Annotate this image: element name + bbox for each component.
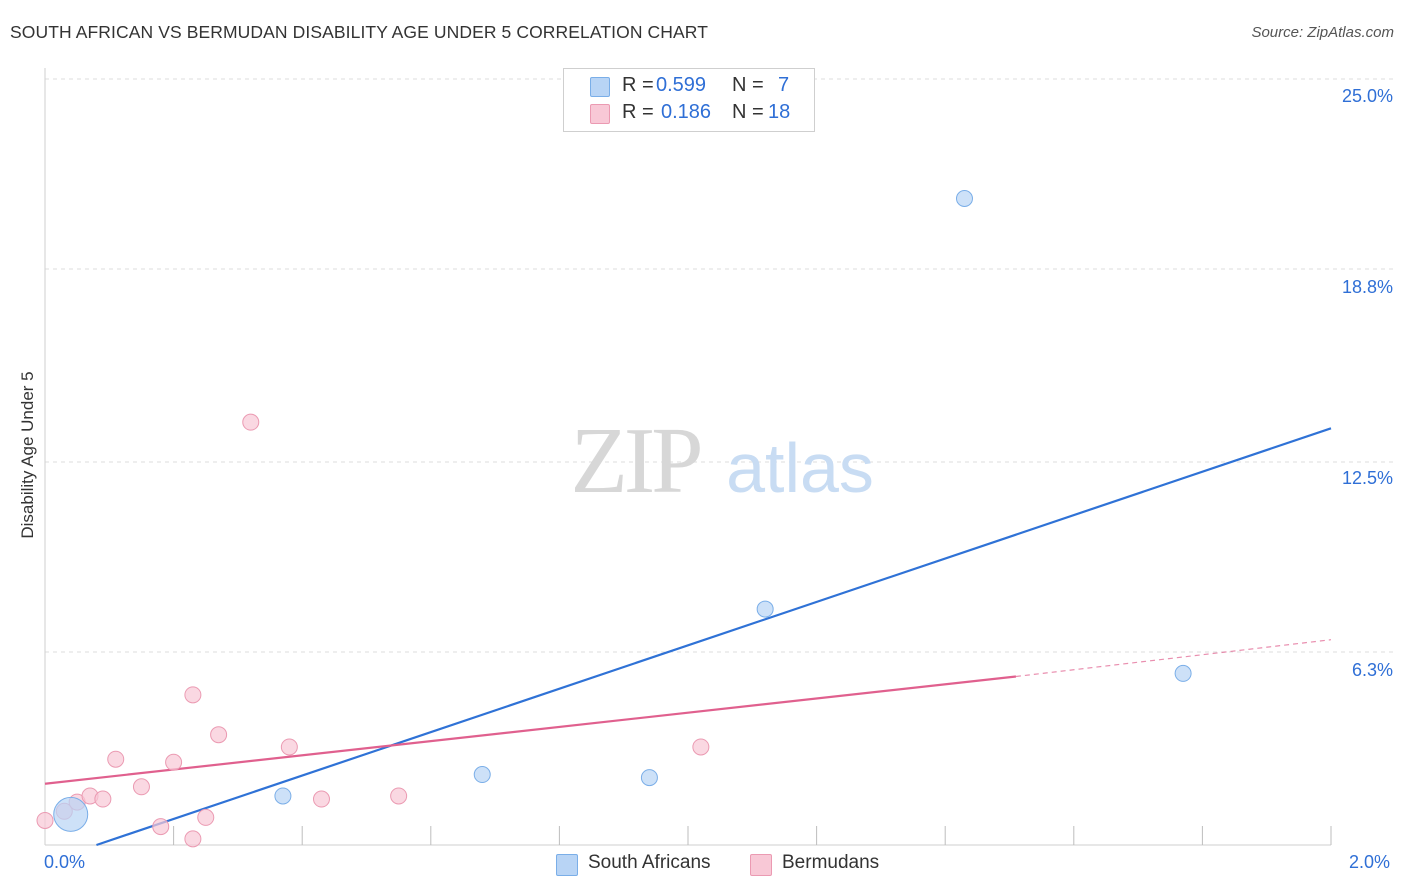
- south-africans-point: [53, 796, 89, 832]
- watermark: ZIP atlas: [571, 409, 874, 513]
- grid: [45, 78, 1394, 653]
- correlation-legend: R = 0.599 N = 7 R = 0.186 N = 18: [563, 68, 815, 132]
- bermudans-point: [107, 750, 125, 768]
- legend-n-value: 7: [778, 74, 790, 96]
- y-tick-label: 18.8%: [1341, 277, 1393, 297]
- bermudans-trend-line: [44, 675, 1017, 785]
- x-tick-label-max: 2.0%: [1349, 852, 1391, 872]
- legend-n-value: 18: [768, 101, 791, 123]
- x-tick-label-min: 0.0%: [44, 852, 86, 872]
- legend-r-value: 0.599: [656, 74, 707, 96]
- legend-r-label: R =: [622, 101, 654, 123]
- bermudans-point: [312, 790, 330, 808]
- y-tick-label: 6.3%: [1351, 660, 1393, 680]
- watermark-atlas: atlas: [726, 429, 874, 507]
- bermudans-point: [152, 818, 170, 836]
- legend-swatch-blue: [590, 77, 610, 97]
- south-africans-point: [640, 769, 658, 787]
- bermudans-point: [692, 738, 710, 756]
- south-africans-point: [756, 600, 774, 618]
- legend-swatch-pink: [750, 854, 772, 876]
- south-africans-point: [1174, 664, 1192, 682]
- south-africans-point: [473, 766, 491, 784]
- trend-lines: [44, 427, 1332, 847]
- y-tick-label: 25.0%: [1341, 86, 1393, 106]
- axes: [44, 68, 1332, 846]
- legend-r-label: R =: [622, 74, 654, 96]
- bermudans-point: [197, 808, 215, 826]
- legend-n-label: N =: [732, 74, 764, 96]
- legend-label: Bermudans: [782, 852, 880, 873]
- chart-title: SOUTH AFRICAN VS BERMUDAN DISABILITY AGE…: [10, 22, 708, 42]
- bermudans-point: [184, 686, 202, 704]
- source-label: Source: ZipAtlas.com: [1251, 24, 1394, 41]
- bermudans-point: [280, 738, 298, 756]
- bermudans-point: [242, 413, 260, 431]
- south-africans-point: [274, 787, 292, 805]
- south-africans-trend-line: [96, 427, 1332, 847]
- south-africans-point: [955, 189, 973, 207]
- bermudans-point: [165, 753, 183, 771]
- bermudans-point: [36, 811, 54, 829]
- bermudans-point: [132, 778, 150, 796]
- legend-swatch-pink: [590, 104, 610, 124]
- bermudans-point: [210, 726, 228, 744]
- legend-r-value: 0.186: [661, 101, 712, 123]
- watermark-zip: ZIP: [571, 409, 701, 513]
- legend-label: South Africans: [588, 852, 711, 873]
- legend-swatch-blue: [556, 854, 578, 876]
- legend-n-label: N =: [732, 101, 764, 123]
- bermudans-point: [390, 787, 408, 805]
- y-tick-label: 12.5%: [1341, 468, 1393, 488]
- bermudans-point: [184, 830, 202, 848]
- bermudans-point: [94, 790, 112, 808]
- bermudans-trend-extension: [1015, 639, 1332, 678]
- data-points: [36, 189, 1192, 848]
